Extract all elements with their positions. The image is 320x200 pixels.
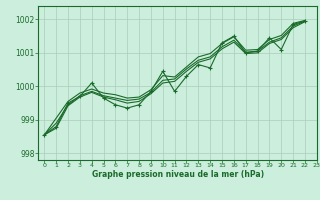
X-axis label: Graphe pression niveau de la mer (hPa): Graphe pression niveau de la mer (hPa) (92, 170, 264, 179)
